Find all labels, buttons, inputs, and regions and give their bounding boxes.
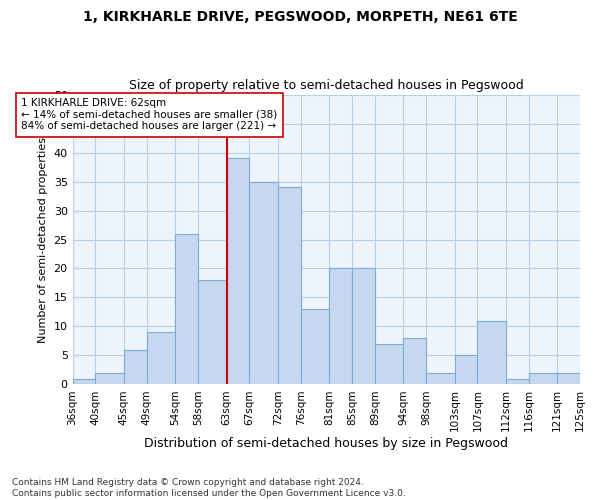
Bar	[329, 268, 352, 384]
Bar	[147, 332, 175, 384]
Title: Size of property relative to semi-detached houses in Pegswood: Size of property relative to semi-detach…	[129, 79, 524, 92]
Bar	[506, 378, 529, 384]
Text: 1, KIRKHARLE DRIVE, PEGSWOOD, MORPETH, NE61 6TE: 1, KIRKHARLE DRIVE, PEGSWOOD, MORPETH, N…	[83, 10, 517, 24]
X-axis label: Distribution of semi-detached houses by size in Pegswood: Distribution of semi-detached houses by …	[144, 437, 508, 450]
Text: Contains HM Land Registry data © Crown copyright and database right 2024.
Contai: Contains HM Land Registry data © Crown c…	[12, 478, 406, 498]
Bar	[175, 234, 198, 384]
Bar	[352, 268, 375, 384]
Bar	[198, 280, 227, 384]
Bar	[250, 182, 278, 384]
Bar	[426, 373, 455, 384]
Bar	[375, 344, 403, 385]
Bar	[124, 350, 147, 384]
Bar	[73, 378, 95, 384]
Bar	[478, 320, 506, 384]
Bar	[529, 373, 557, 384]
Bar	[95, 373, 124, 384]
Bar	[227, 158, 250, 384]
Y-axis label: Number of semi-detached properties: Number of semi-detached properties	[38, 136, 48, 342]
Text: 1 KIRKHARLE DRIVE: 62sqm
← 14% of semi-detached houses are smaller (38)
84% of s: 1 KIRKHARLE DRIVE: 62sqm ← 14% of semi-d…	[22, 98, 278, 132]
Bar	[278, 188, 301, 384]
Bar	[403, 338, 426, 384]
Bar	[557, 373, 580, 384]
Bar	[455, 356, 478, 384]
Bar	[301, 309, 329, 384]
